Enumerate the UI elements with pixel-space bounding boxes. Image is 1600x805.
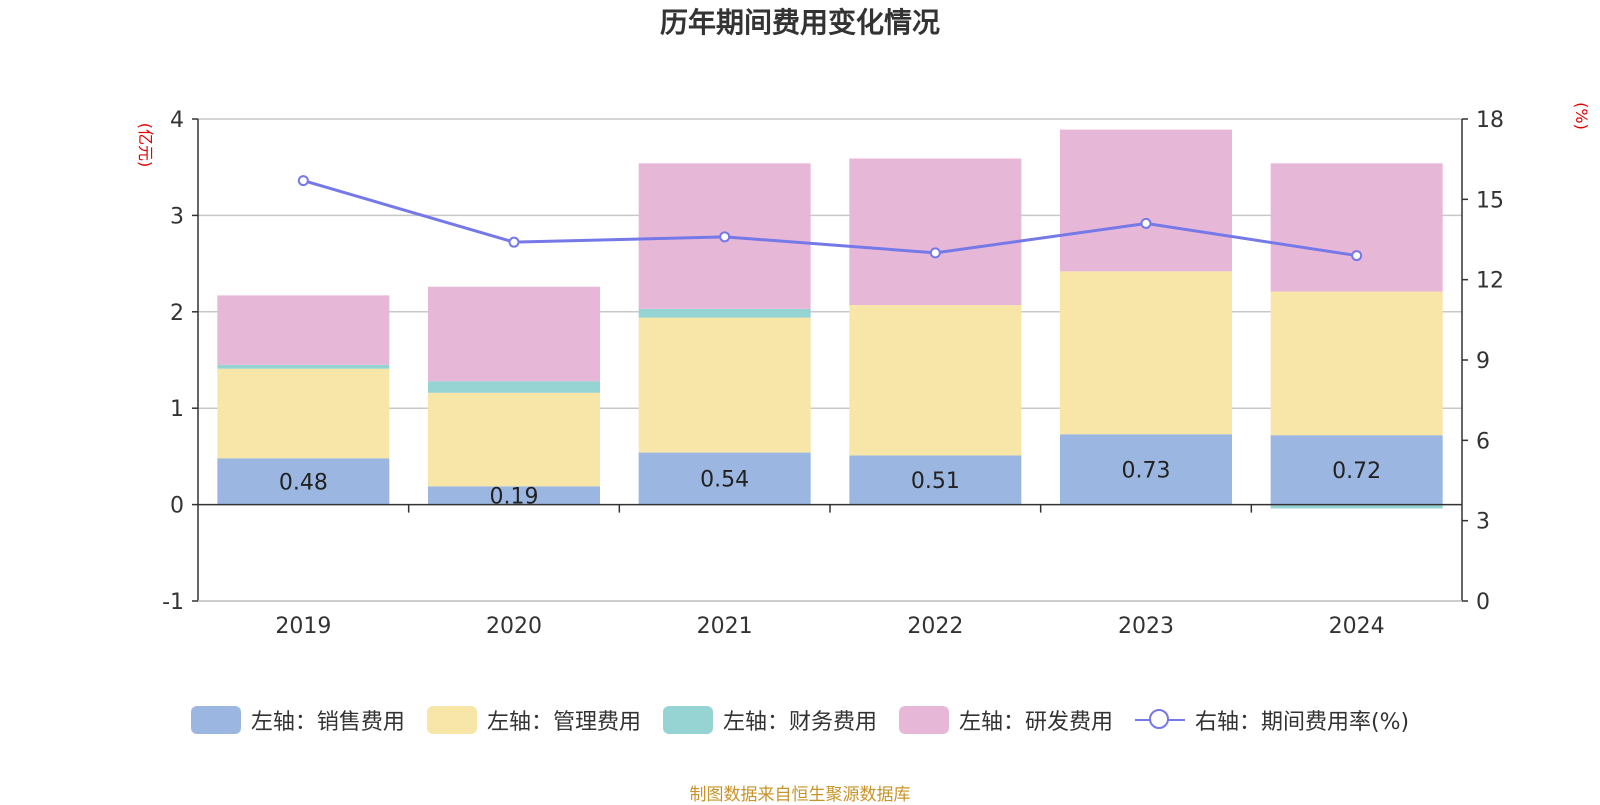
legend-item-admin[interactable]: 左轴：管理费用: [426, 704, 641, 736]
legend-swatch-expense-rate: [1134, 706, 1185, 734]
legend-swatch-sales: [190, 706, 241, 734]
x-tick-label: 2021: [697, 614, 753, 639]
x-tick-label: 2022: [907, 614, 963, 639]
bar-segment: [1270, 291, 1443, 436]
bar-segment: [428, 381, 600, 393]
y-right-tick-label: 3: [1476, 510, 1490, 535]
y-right-tick-label: 15: [1476, 188, 1504, 213]
bar-segment: [217, 295, 390, 365]
legend-swatch-rd: [898, 706, 949, 734]
legend-item-sales[interactable]: 左轴：销售费用: [190, 704, 405, 736]
y-left-tick-label: -1: [162, 590, 184, 615]
bar-segment: [1060, 129, 1232, 272]
chart: 历年期间费用变化情况 (亿元) (%) -1012340369121518201…: [136, 6, 1591, 639]
y-left-tick-label: 0: [170, 494, 184, 519]
expense-rate-point: [929, 247, 941, 259]
bar-segment: [1270, 435, 1443, 505]
y-right-tick-label: 6: [1476, 429, 1490, 454]
y-left-unit: (亿元): [136, 123, 155, 168]
legend-swatch-admin: [426, 706, 477, 734]
bar-segment: [1060, 271, 1232, 435]
y-left-tick-label: 1: [170, 397, 184, 422]
bar-segment: [217, 368, 390, 459]
y-right-tick-label: 12: [1476, 269, 1504, 294]
y-right-tick-label: 18: [1476, 108, 1504, 133]
expense-rate-point: [508, 236, 520, 248]
legend: 左轴：销售费用 左轴：管理费用 左轴：财务费用 左轴：研发费用 右轴：期间费用率…: [0, 700, 1600, 740]
data-label: 0.19: [490, 484, 539, 509]
bar-segment: [217, 364, 390, 369]
legend-item-expense-rate[interactable]: 右轴：期间费用率(%): [1134, 704, 1410, 736]
data-label: 0.48: [279, 470, 328, 495]
x-tick-label: 2019: [275, 614, 331, 639]
expense-rate-point: [719, 231, 731, 243]
bar-segment: [1270, 163, 1443, 292]
bar-segment: [428, 392, 600, 487]
legend-label-admin: 左轴：管理费用: [486, 710, 641, 735]
legend-label-expense-rate: 右轴：期间费用率(%): [1194, 710, 1410, 735]
bar-segment: [849, 305, 1022, 456]
y-left-tick-label: 2: [170, 301, 184, 326]
bar-segment: [1270, 504, 1443, 509]
bar-segment: [849, 158, 1022, 306]
bar-segment: [428, 286, 600, 382]
bar-segment: [849, 455, 1022, 505]
chart-title: 历年期间费用变化情况: [660, 6, 940, 39]
y-right-tick-label: 0: [1476, 590, 1490, 615]
expense-rate-line: [302, 179, 1357, 258]
data-label: 0.72: [1332, 459, 1381, 484]
legend-label-sales: 左轴：销售费用: [250, 710, 405, 735]
expense-rate-point: [297, 175, 309, 187]
bar-segment: [428, 486, 600, 505]
data-label: 0.73: [1122, 458, 1171, 483]
data-label: 0.54: [700, 468, 749, 493]
data-label: 0.51: [911, 469, 960, 494]
y-right-unit: (%): [1572, 102, 1591, 130]
y-left-tick-label: 4: [170, 108, 184, 133]
bar-segment: [638, 308, 811, 318]
x-tick-label: 2023: [1118, 614, 1174, 639]
legend-label-rd: 左轴：研发费用: [958, 710, 1113, 735]
bar-segment: [217, 458, 390, 505]
source-note: 制图数据来自恒生聚源数据库: [689, 785, 911, 805]
expense-rate-point: [1351, 250, 1363, 262]
x-tick-label: 2020: [486, 614, 542, 639]
y-left-tick-label: 3: [170, 204, 184, 229]
legend-item-rd[interactable]: 左轴：研发费用: [898, 704, 1113, 736]
bar-segment: [638, 317, 811, 453]
legend-item-finance[interactable]: 左轴：财务费用: [662, 704, 877, 736]
y-right-tick-label: 9: [1476, 349, 1490, 374]
bar-segment: [638, 452, 811, 505]
x-tick-label: 2024: [1329, 614, 1385, 639]
legend-label-finance: 左轴：财务费用: [722, 710, 877, 735]
bar-segment: [1060, 434, 1232, 505]
legend-swatch-finance: [662, 706, 713, 734]
expense-rate-point: [1140, 217, 1152, 229]
